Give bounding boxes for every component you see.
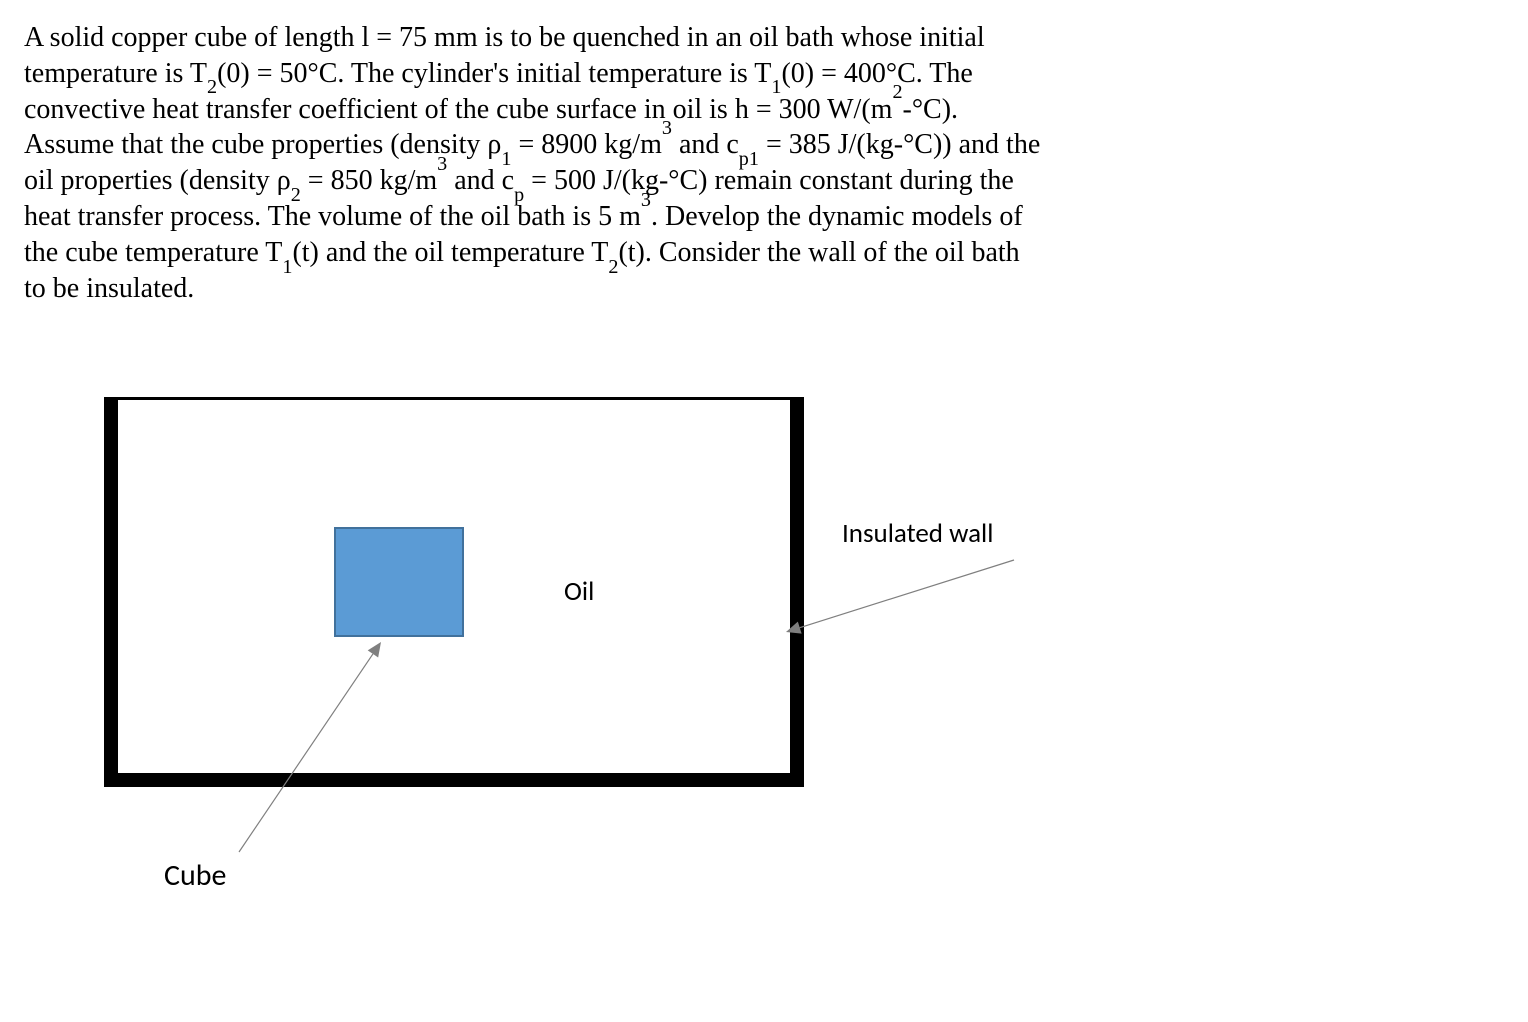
text: Assume that the cube properties (density… [24,129,501,160]
text: heat transfer process. The volume of the… [24,201,598,232]
text: oil properties (density ρ [24,165,291,196]
text: ) and the [942,129,1040,160]
text: (t) and the oil temperature T [292,237,608,268]
text: is to be quenched in an oil bath whose i… [478,22,985,53]
copper-cube [334,527,464,637]
text: . Develop the dynamic models of [651,201,1023,232]
value-T1: 400°C [844,58,916,89]
text: . The cylinder's initial temperature is … [337,58,771,89]
arrow-to-wall [774,548,1026,644]
text: = [759,129,789,160]
cube-label: Cube [164,857,226,894]
value-rho1: 8900 kg/m [541,129,662,160]
oil-label: Oil [564,575,594,608]
text: to be insulated. [24,273,194,304]
value-Vbath: 5 m [598,201,641,232]
text: the cube temperature T [24,237,282,268]
text: . The [916,58,973,89]
value-cp2: 500 J/(kg-°C) [554,165,708,196]
value-L: 75 mm [399,22,478,53]
text: and c [672,129,739,160]
text: temperature is T [24,58,207,89]
value-h: 300 W/(m [779,94,893,125]
text: = [512,129,542,160]
problem-statement: A solid copper cube of length l = 75 mm … [24,20,1504,307]
arrow-to-cube [227,630,393,864]
text: (0) = [217,58,279,89]
value-rho2: 850 kg/m [331,165,438,196]
value-cp1: 385 J/(kg-°C) [789,129,943,160]
bath-wall-left [104,397,118,787]
insulated-wall-label: Insulated wall [842,517,993,550]
figure: Oil Insulated wall Cube [24,397,1124,927]
text: (0) = [781,58,843,89]
text: -°C). [903,94,959,125]
text: = [301,165,331,196]
text: = [524,165,554,196]
text: A solid copper cube of length l = [24,22,399,53]
bath-wall-bottom [104,773,804,787]
text: (t). Consider the wall of the oil bath [618,237,1019,268]
bath-wall-top [104,397,804,400]
value-T2: 50°C [280,58,338,89]
